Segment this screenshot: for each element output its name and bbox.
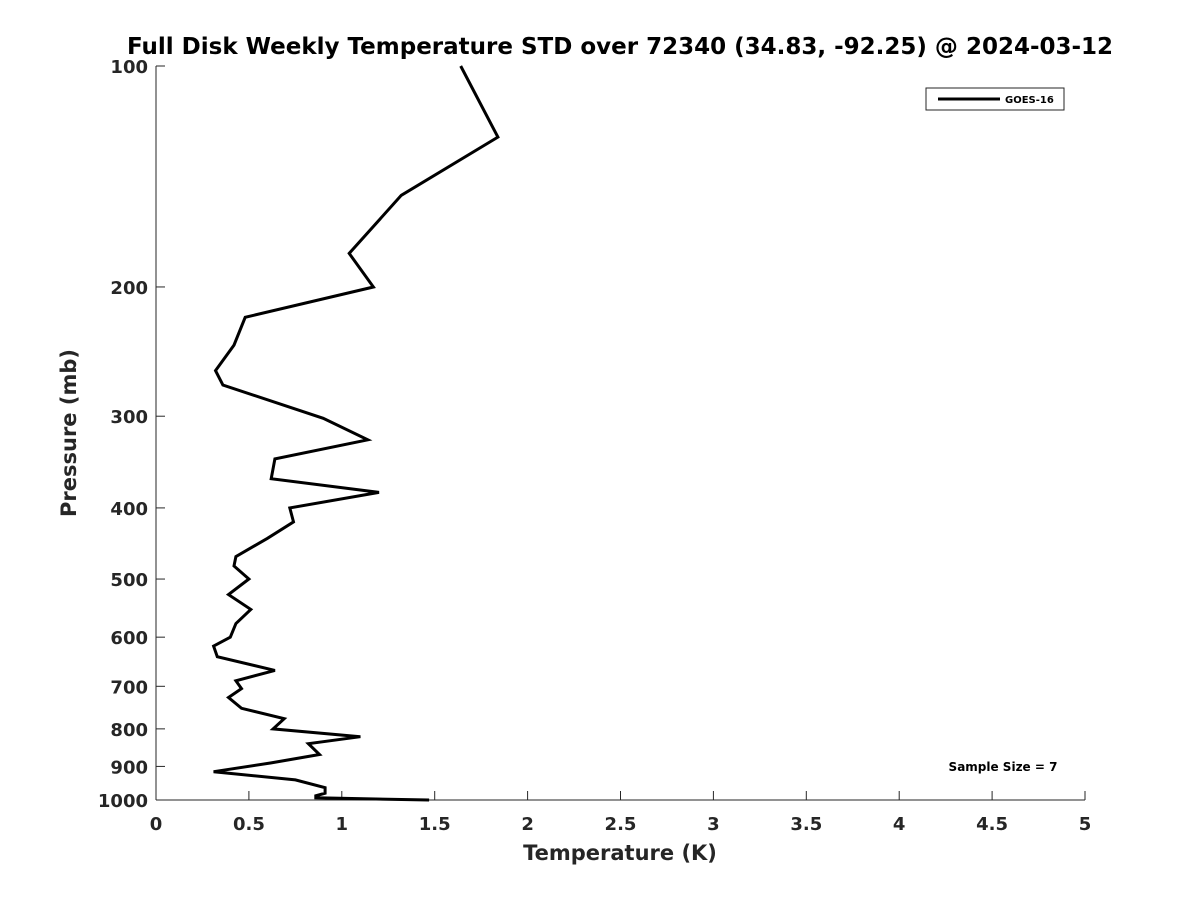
- y-tick-label: 400: [110, 499, 148, 520]
- x-tick-label: 0: [150, 814, 163, 835]
- plot-area: 0 0.5 1 1.5 2 2.5 3 3.5 4 4.5 5 100 200 300 400 500 600…: [98, 57, 1091, 835]
- x-tick-label: 2: [521, 814, 534, 835]
- y-axis-label: Pressure (mb): [57, 349, 81, 517]
- series-layer: [211, 65, 500, 802]
- y-tick-label: 1000: [98, 791, 148, 812]
- x-tick-label: 2.5: [605, 814, 637, 835]
- y-tick-label: 600: [110, 628, 148, 649]
- series-line-goes-16: [211, 65, 500, 802]
- y-tick-label: 300: [110, 407, 148, 428]
- y-tick-label: 800: [110, 720, 148, 741]
- y-axis-ticks: 100 200 300 400 500 600 700 800 900 1000: [98, 57, 165, 812]
- x-tick-label: 1.5: [419, 814, 451, 835]
- x-tick-label: 0.5: [233, 814, 265, 835]
- y-tick-label: 900: [110, 757, 148, 778]
- y-tick-label: 500: [110, 570, 148, 591]
- x-axis-ticks: 0 0.5 1 1.5 2 2.5 3 3.5 4 4.5 5: [150, 791, 1092, 835]
- chart-title: Full Disk Weekly Temperature STD over 72…: [127, 34, 1113, 60]
- legend: GOES-16: [925, 87, 1065, 111]
- x-axis-label: Temperature (K): [523, 841, 717, 865]
- sample-size-annotation: Sample Size = 7: [949, 760, 1058, 774]
- x-tick-label: 5: [1079, 814, 1092, 835]
- x-tick-label: 3.5: [790, 814, 822, 835]
- x-tick-label: 1: [336, 814, 349, 835]
- x-tick-label: 3: [707, 814, 720, 835]
- legend-label-goes-16: GOES-16: [1005, 95, 1054, 106]
- y-tick-label: 700: [110, 677, 148, 698]
- y-tick-label: 200: [110, 278, 148, 299]
- x-tick-label: 4.5: [976, 814, 1008, 835]
- x-tick-label: 4: [893, 814, 906, 835]
- y-tick-label: 100: [110, 57, 148, 78]
